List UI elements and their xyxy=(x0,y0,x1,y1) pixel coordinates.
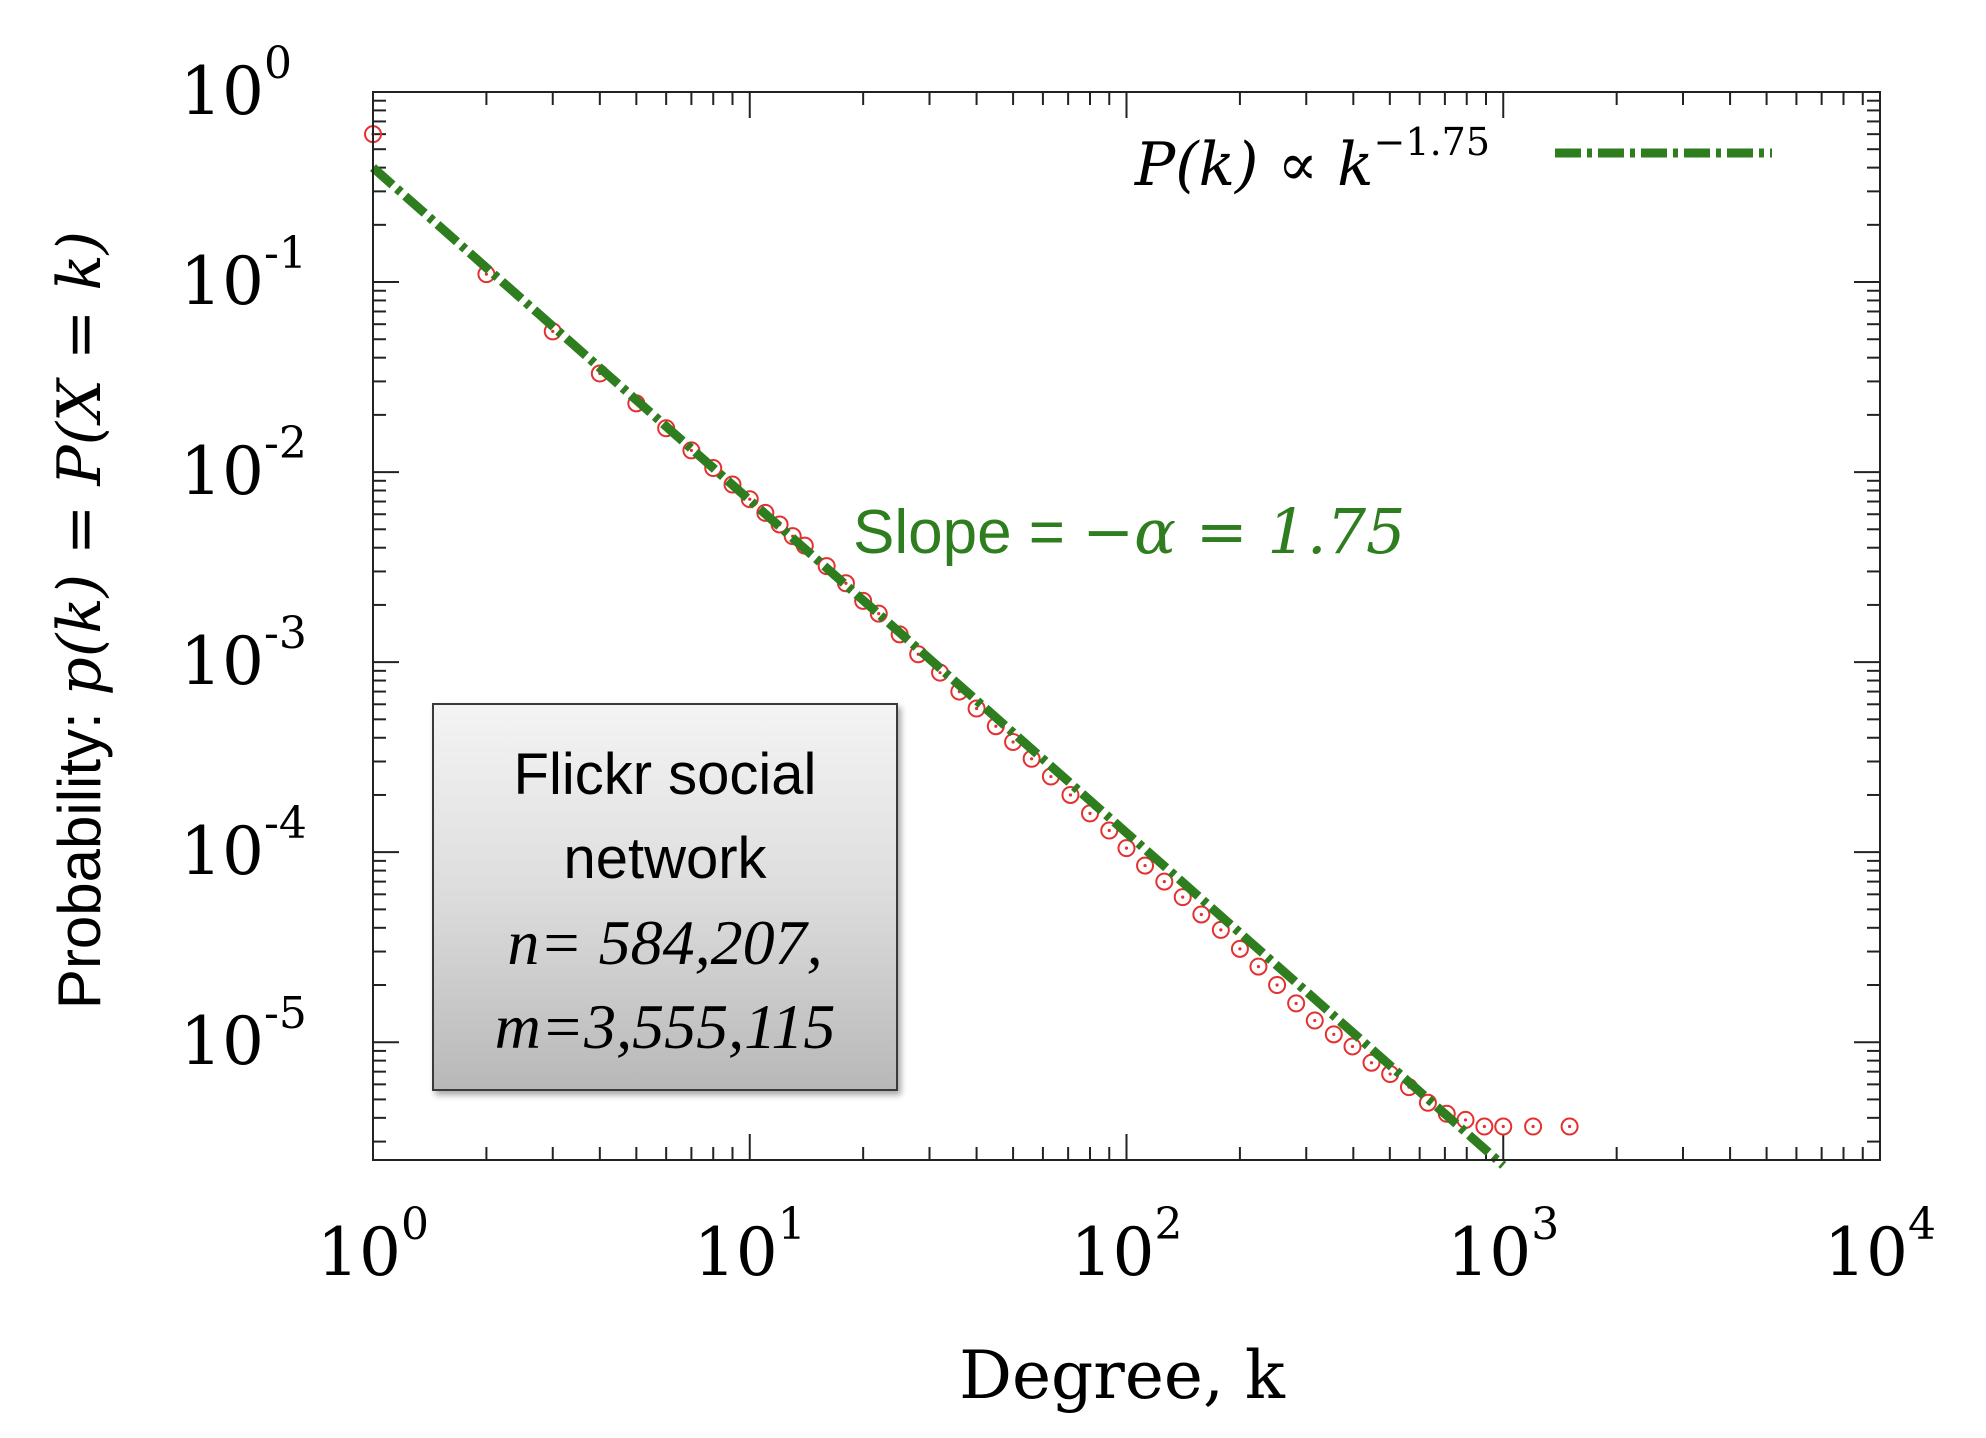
x-tick-label: 102 xyxy=(1071,1199,1183,1291)
y-axis-label-math: p(k) = P(X = k) xyxy=(45,231,115,696)
data-point xyxy=(1155,872,1174,891)
data-point xyxy=(1305,1011,1324,1030)
data-point xyxy=(1475,1117,1494,1136)
x-tick-label: 101 xyxy=(694,1199,806,1291)
data-point xyxy=(1560,1117,1579,1136)
y-tick-label: 10-3 xyxy=(180,608,307,700)
y-tick-label: 10-4 xyxy=(180,798,307,890)
y-axis-label: Probability: p(k) = P(X = k) xyxy=(45,231,115,1009)
data-point xyxy=(1268,976,1287,995)
info-box-line-3: n= 584,207, xyxy=(507,907,823,978)
data-point xyxy=(1192,905,1211,924)
y-tick-label: 10-2 xyxy=(180,418,307,510)
data-point xyxy=(1324,1025,1343,1044)
x-tick-labels: 100 101 102 103 104 xyxy=(317,1199,1936,1291)
data-point xyxy=(1456,1110,1475,1129)
legend-label-exponent: −1.75 xyxy=(1374,120,1490,164)
slope-annotation: Slope = −α = 1.75 xyxy=(853,495,1405,568)
info-box-line-4: m=3,555,115 xyxy=(494,991,836,1062)
x-axis-label: Degree, k xyxy=(959,1337,1286,1414)
data-point xyxy=(1117,839,1136,858)
y-tick-labels: 100 10-1 10-2 10-3 10-4 10-5 xyxy=(180,38,307,1080)
x-tick-label: 104 xyxy=(1824,1199,1936,1291)
fit-line xyxy=(370,164,1507,1169)
y-tick-label: 10-1 xyxy=(180,228,307,320)
data-point xyxy=(967,699,986,718)
data-point xyxy=(1061,785,1080,804)
data-point xyxy=(1343,1037,1362,1056)
y-axis-label-prefix: Probability: xyxy=(46,696,113,1009)
minor-ticks xyxy=(373,92,1880,1160)
major-ticks xyxy=(372,92,1880,1160)
data-point xyxy=(740,490,759,509)
legend-label: P(k) ∝ k−1.75 xyxy=(1134,120,1490,200)
plot-frame xyxy=(372,91,1881,1161)
data-point xyxy=(1287,994,1306,1013)
x-tick-label: 100 xyxy=(317,1199,429,1291)
y-tick-label: 10-5 xyxy=(180,988,307,1080)
y-tick-label: 100 xyxy=(180,38,292,130)
data-point xyxy=(1136,856,1155,875)
slope-annotation-math: −α = 1.75 xyxy=(1082,495,1405,568)
x-tick-label: 103 xyxy=(1447,1199,1559,1291)
data-point xyxy=(1173,888,1192,907)
data-point xyxy=(869,604,888,623)
data-point xyxy=(1494,1117,1513,1136)
data-point xyxy=(1249,957,1268,976)
info-box: Flickr social network n= 584,207, m=3,55… xyxy=(432,703,898,1091)
legend-label-base: P(k) ∝ k xyxy=(1134,130,1374,200)
data-point xyxy=(1524,1117,1543,1136)
slope-annotation-prefix: Slope = xyxy=(853,498,1082,567)
data-point xyxy=(1230,939,1249,958)
info-box-line-2: network xyxy=(563,826,767,891)
info-box-line-1: Flickr social xyxy=(513,742,817,807)
